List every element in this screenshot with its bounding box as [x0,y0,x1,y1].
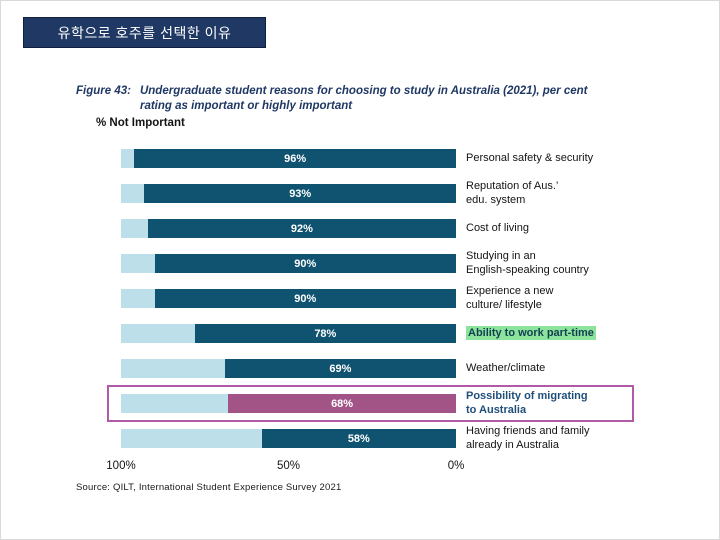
bar-label: Weather/climate [466,362,545,376]
bar-label: Experience a new culture/ lifestyle [466,285,553,312]
not-important-segment [121,359,225,378]
bar-track: 93% [121,184,456,203]
bar-label-line: culture/ lifestyle [466,298,542,311]
important-segment: 90% [154,289,456,308]
figure-caption: Figure 43: Undergraduate student reasons… [76,84,588,114]
important-segment: 78% [194,324,456,343]
important-segment: 93% [144,184,456,203]
bar-label-line: English-speaking country [466,263,589,276]
important-segment: 96% [134,149,456,168]
not-important-segment [121,394,229,413]
bar-label-line: edu. system [466,193,526,206]
bar-track: 69% [121,359,456,378]
bar-label-line: Reputation of Aus.’ [466,180,559,192]
figure-caption-text: Undergraduate student reasons for choosi… [140,84,588,114]
bar-label-line: Weather/climate [466,361,546,374]
slide-title-box: 유학으로 호주를 선택한 이유 [23,17,266,48]
bar-label: Reputation of Aus.’ edu. system [466,180,558,207]
bar-track: 96% [121,149,456,168]
important-segment: 58% [261,429,456,448]
bar-track: 58% [121,429,456,448]
slide-title: 유학으로 호주를 선택한 이유 [57,24,232,41]
bar-label: Having friends and family already in Aust… [466,425,590,452]
bar-label-line: already in Australia [466,438,559,451]
not-important-segment [121,289,155,308]
bar-label-line: Cost of living [466,221,529,234]
bar-label: Personal safety & security [466,152,593,166]
bar-row: 69% Weather/climate [121,351,681,386]
important-segment: 69% [224,359,456,378]
bar-label: Cost of living [466,222,529,236]
x-axis: 100% 50% 0% [106,460,464,476]
bar-track: 68% [121,394,456,413]
bar-row: 58% Having friends and family already in A… [121,421,681,456]
x-tick-0: 0% [447,460,465,472]
bar-label-line: Studying in an [466,250,536,262]
not-important-segment [121,324,195,343]
source-note: Source: QILT, International Student Expe… [76,482,342,493]
important-segment: 92% [147,219,456,238]
bar-label-line: Personal safety & security [466,151,594,164]
bar-row: 96% Personal safety & security [121,141,681,176]
bar-row: 90% Studying in an English-speaking countr… [121,246,681,281]
bar-label: Studying in an English-speaking country [466,250,589,277]
not-important-segment [121,149,135,168]
bar-label-line: Experience a new [466,285,554,297]
x-tick-50: 50% [276,460,301,472]
bar-row: 93% Reputation of Aus.’ edu. system [121,176,681,211]
x-tick-100: 100% [106,460,136,472]
bar-label-line: to Australia [466,403,527,416]
bar-track: 90% [121,254,456,273]
bar-row: 90% Experience a new culture/ lifestyle [121,281,681,316]
figure-caption-line1: Undergraduate student reasons for choosi… [139,85,588,97]
bar-rows: 96% Personal safety & security 93% Reputati… [107,141,681,456]
bar-row: 92% Cost of living [121,211,681,246]
bar-label: Possibility of migrating to Australia [466,390,588,417]
bar-label-line: Ability to work part-time [466,325,596,340]
not-important-segment [121,429,262,448]
important-segment: 90% [154,254,456,273]
not-important-segment [121,254,155,273]
important-segment: 68% [228,394,456,413]
figure-caption-line2: rating as important or highly important [139,100,353,112]
bar-track: 92% [121,219,456,238]
not-important-segment [121,219,148,238]
bar-row: 78% Ability to work part-time [121,316,681,351]
bar-label: Ability to work part-time [466,325,596,341]
bar-track: 90% [121,289,456,308]
bar-chart: 96% Personal safety & security 93% Reputati… [106,141,681,476]
bar-label-line: Having friends and family [466,425,590,437]
figure-number: Figure 43: [76,85,131,97]
axis-note: % Not Important [96,117,185,129]
not-important-segment [121,184,145,203]
bar-track: 78% [121,324,456,343]
bar-label-line: Possibility of migrating [466,390,588,402]
bar-row: 68% Possibility of migrating to Australia [107,385,681,422]
